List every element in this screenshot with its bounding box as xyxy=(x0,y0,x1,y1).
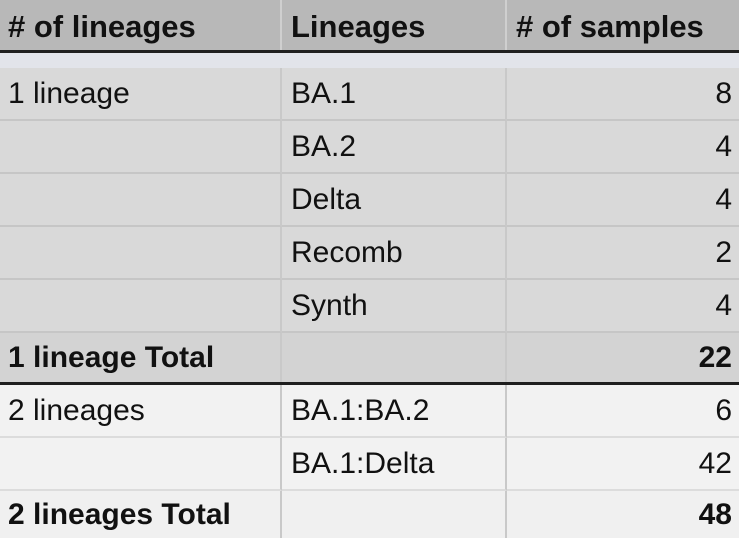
total-value[interactable]: 22 xyxy=(698,340,732,374)
total-label[interactable]: 1 lineage Total xyxy=(0,333,282,382)
sample-count-cell[interactable]: 42 xyxy=(507,438,739,491)
sample-count-cell[interactable]: 8 xyxy=(507,68,739,121)
header-row: # of lineages Lineages # of samples xyxy=(0,0,739,53)
group-cell[interactable] xyxy=(0,280,282,333)
lineage-cell[interactable]: BA.1 xyxy=(282,68,507,121)
table-row: Delta 4 xyxy=(0,174,739,227)
group-cell[interactable] xyxy=(0,227,282,280)
total-value[interactable]: 48 xyxy=(698,497,732,531)
group-cell[interactable] xyxy=(0,438,282,491)
total-label[interactable]: 2 lineages Total xyxy=(0,491,282,538)
header-lineages[interactable]: Lineages xyxy=(282,0,507,50)
table-row: Synth 4 xyxy=(0,280,739,333)
sample-count-cell[interactable]: 4 xyxy=(507,121,739,174)
header-spacer xyxy=(0,53,739,68)
sample-count-cell[interactable]: 6 xyxy=(507,385,739,438)
group-cell[interactable]: 2 lineages xyxy=(0,385,282,438)
lineage-cell[interactable]: Recomb xyxy=(282,227,507,280)
total-empty-cell[interactable] xyxy=(282,491,507,538)
group-cell[interactable] xyxy=(0,174,282,227)
lineage-cell[interactable]: Delta xyxy=(282,174,507,227)
table-row: Recomb 2 xyxy=(0,227,739,280)
group-cell[interactable]: 1 lineage xyxy=(0,68,282,121)
table-row: BA.1:Delta 42 xyxy=(0,438,739,491)
header-sample-count[interactable]: # of samples xyxy=(516,9,704,44)
sample-count-cell[interactable]: 4 xyxy=(507,280,739,333)
lineage-cell[interactable]: BA.1:Delta xyxy=(282,438,507,491)
sample-count-cell[interactable]: 4 xyxy=(507,174,739,227)
group-cell[interactable] xyxy=(0,121,282,174)
table-row: 1 lineage BA.1 8 xyxy=(0,68,739,121)
lineage-cell[interactable]: Synth xyxy=(282,280,507,333)
lineage-cell[interactable]: BA.2 xyxy=(282,121,507,174)
sample-count-cell[interactable]: 2 xyxy=(507,227,739,280)
header-lineage-count[interactable]: # of lineages xyxy=(0,0,282,50)
lineage-cell[interactable]: BA.1:BA.2 xyxy=(282,385,507,438)
table-row: 2 lineages BA.1:BA.2 6 xyxy=(0,385,739,438)
total-row: 2 lineages Total 48 xyxy=(0,491,739,538)
total-empty-cell[interactable] xyxy=(282,333,507,382)
table-row: BA.2 4 xyxy=(0,121,739,174)
total-row: 1 lineage Total 22 xyxy=(0,333,739,385)
